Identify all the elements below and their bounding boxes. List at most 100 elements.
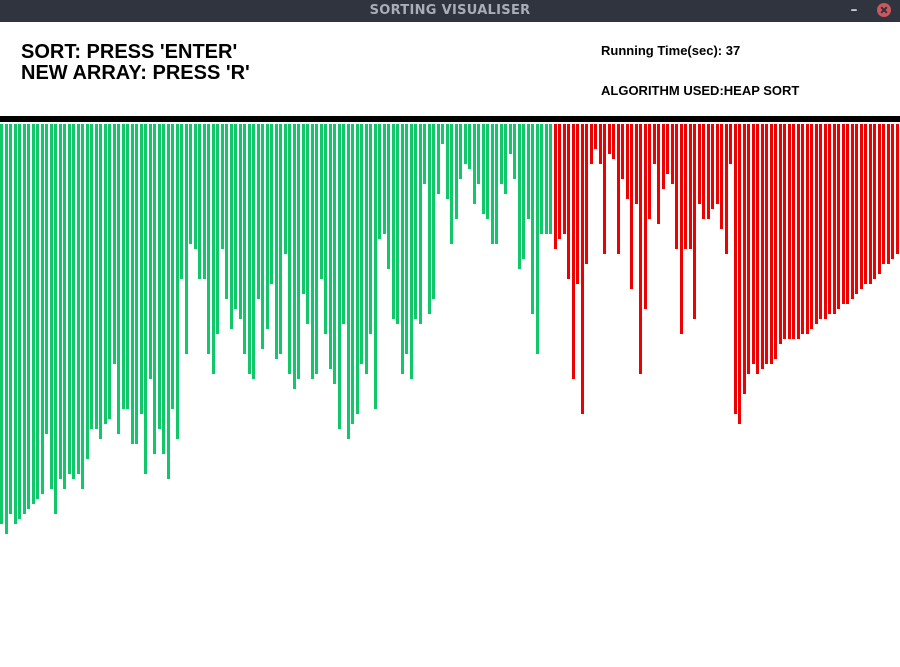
sorted-bar bbox=[616, 124, 620, 254]
array-bar bbox=[531, 124, 535, 314]
array-bar bbox=[468, 124, 472, 169]
array-bar bbox=[31, 124, 35, 504]
sorted-bar bbox=[571, 124, 575, 379]
array-bar bbox=[508, 124, 512, 154]
sorted-bar bbox=[868, 124, 872, 284]
sorted-bar bbox=[607, 124, 611, 154]
sorted-bar bbox=[846, 124, 850, 304]
array-bar bbox=[274, 124, 278, 359]
sorted-bar bbox=[778, 124, 782, 344]
sorted-bar bbox=[859, 124, 863, 289]
array-bar bbox=[342, 124, 346, 324]
sorted-bar bbox=[643, 124, 647, 309]
sorted-bar bbox=[634, 124, 638, 204]
array-bar bbox=[432, 124, 436, 299]
array-bar bbox=[90, 124, 94, 429]
array-bar bbox=[364, 124, 368, 374]
sorted-bar bbox=[841, 124, 845, 304]
array-bar bbox=[247, 124, 251, 374]
array-bar bbox=[18, 124, 22, 519]
sorted-bar bbox=[895, 124, 899, 254]
array-bar bbox=[369, 124, 373, 334]
array-bar bbox=[220, 124, 224, 249]
array-bar bbox=[391, 124, 395, 319]
array-bar bbox=[265, 124, 269, 329]
array-bar bbox=[499, 124, 503, 184]
array-bar bbox=[193, 124, 197, 249]
array-bar bbox=[481, 124, 485, 214]
sorted-bar bbox=[666, 124, 670, 174]
array-bar bbox=[450, 124, 454, 244]
sorted-bar bbox=[675, 124, 679, 249]
array-bar bbox=[58, 124, 62, 479]
array-bar bbox=[301, 124, 305, 294]
array-bar bbox=[256, 124, 260, 299]
array-bar bbox=[324, 124, 328, 334]
sorted-bar bbox=[783, 124, 787, 339]
array-bar bbox=[405, 124, 409, 354]
array-bar bbox=[184, 124, 188, 354]
sorted-bar bbox=[751, 124, 755, 364]
sorted-bar bbox=[585, 124, 589, 264]
array-bar bbox=[540, 124, 544, 234]
array-bar bbox=[40, 124, 44, 494]
array-bar bbox=[76, 124, 80, 474]
array-bar bbox=[63, 124, 67, 489]
minimize-icon[interactable]: – bbox=[850, 2, 858, 18]
array-bar bbox=[171, 124, 175, 409]
sorted-bar bbox=[702, 124, 706, 219]
sorted-bar bbox=[657, 124, 661, 224]
running-time-label: Running Time(sec): 37 bbox=[601, 43, 741, 58]
array-bar bbox=[202, 124, 206, 279]
array-bar bbox=[360, 124, 364, 364]
sorted-bar bbox=[747, 124, 751, 374]
array-bar bbox=[490, 124, 494, 244]
window-titlebar: SORTING VISUALISER – bbox=[0, 0, 900, 22]
array-bar bbox=[153, 124, 157, 454]
sorted-bar bbox=[598, 124, 602, 164]
array-bar bbox=[175, 124, 179, 439]
array-bar bbox=[283, 124, 287, 254]
array-bar bbox=[45, 124, 49, 434]
sorted-bar bbox=[873, 124, 877, 279]
sorted-bar bbox=[715, 124, 719, 204]
array-bar bbox=[27, 124, 31, 509]
sorted-bar bbox=[756, 124, 760, 374]
sorted-bar bbox=[589, 124, 593, 164]
array-bar bbox=[117, 124, 121, 434]
array-bar bbox=[67, 124, 71, 474]
array-bar bbox=[103, 124, 107, 424]
sorted-bar bbox=[774, 124, 778, 359]
sorted-bar bbox=[612, 124, 616, 159]
array-bar bbox=[198, 124, 202, 279]
array-bar bbox=[238, 124, 242, 319]
sorted-bar bbox=[684, 124, 688, 249]
array-bar bbox=[319, 124, 323, 279]
sorted-bar bbox=[877, 124, 881, 274]
sorted-bar bbox=[661, 124, 665, 189]
new-array-instruction: NEW ARRAY: PRESS 'R' bbox=[21, 62, 250, 84]
array-bar bbox=[373, 124, 377, 409]
sorted-bar bbox=[801, 124, 805, 334]
sorted-bar bbox=[796, 124, 800, 339]
sorted-bar bbox=[648, 124, 652, 219]
array-bar bbox=[211, 124, 215, 374]
array-bar bbox=[382, 124, 386, 234]
sorted-bar bbox=[733, 124, 737, 414]
array-bar bbox=[139, 124, 143, 414]
array-bar bbox=[436, 124, 440, 194]
array-bar bbox=[243, 124, 247, 354]
sorted-bar bbox=[724, 124, 728, 254]
array-bar bbox=[288, 124, 292, 374]
sorted-bar bbox=[562, 124, 566, 234]
sorted-bar bbox=[688, 124, 692, 249]
array-bar bbox=[180, 124, 184, 279]
close-icon[interactable] bbox=[877, 3, 891, 17]
sorted-bar bbox=[814, 124, 818, 324]
sorted-bar bbox=[828, 124, 832, 314]
sorted-bar bbox=[594, 124, 598, 149]
sorted-bar bbox=[706, 124, 710, 219]
sorted-bar bbox=[810, 124, 814, 329]
array-bar bbox=[121, 124, 125, 409]
array-bar bbox=[144, 124, 148, 474]
